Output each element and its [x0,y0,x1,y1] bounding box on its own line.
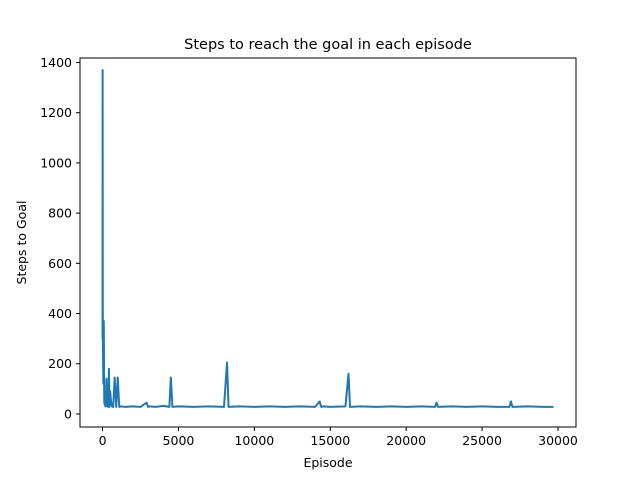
y-tick-label: 1000 [40,155,72,170]
x-tick-label: 30000 [538,433,578,448]
chart-title: Steps to reach the goal in each episode [184,37,472,53]
series-layer [101,69,554,408]
x-tick-label: 0 [99,433,107,448]
x-tick-label: 20000 [386,433,426,448]
y-tick-label: 200 [48,356,72,371]
x-tick-label: 5000 [163,433,195,448]
y-tick-label: 1200 [40,105,72,120]
y-tick-label: 600 [48,256,72,271]
plot-frame [79,57,577,428]
x-tick-label: 10000 [234,433,274,448]
y-axis-label: Steps to Goal [14,201,29,285]
y-tick-label: 1400 [40,55,72,70]
x-tick-label: 15000 [310,433,350,448]
x-axis: 0 5000 10000 15000 20000 25000 30000 [99,427,578,448]
x-axis-label: Episode [303,455,352,470]
x-tick-label: 25000 [462,433,502,448]
y-tick-label: 800 [48,206,72,221]
y-axis: 0 200 400 600 800 1000 1200 1400 [40,55,80,421]
y-tick-label: 400 [48,306,72,321]
series-line-0 [101,69,554,408]
y-tick-label: 0 [64,406,72,421]
